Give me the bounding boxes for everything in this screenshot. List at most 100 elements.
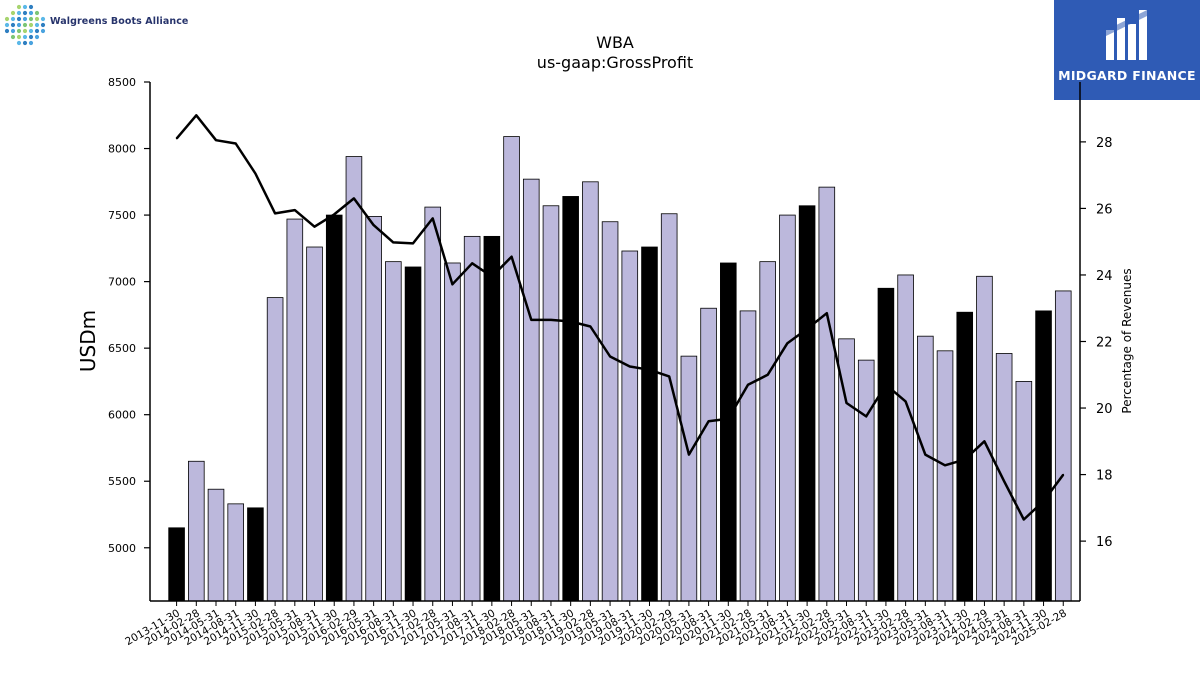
logo-dot bbox=[40, 22, 46, 28]
bar bbox=[286, 218, 304, 602]
logo-dot bbox=[22, 28, 28, 34]
bar bbox=[680, 355, 698, 602]
logo-dot bbox=[28, 22, 34, 28]
logo-dot bbox=[34, 10, 40, 16]
bar bbox=[700, 307, 717, 602]
bar bbox=[247, 507, 264, 602]
bar bbox=[818, 186, 836, 602]
logo-dot bbox=[4, 28, 10, 34]
line-point bbox=[806, 328, 808, 330]
bar bbox=[582, 181, 599, 602]
line-point bbox=[1062, 473, 1065, 476]
bar bbox=[1015, 381, 1033, 602]
logo-dot bbox=[40, 16, 46, 22]
y-tick-label: 7500 bbox=[108, 209, 136, 222]
line-point bbox=[254, 172, 257, 175]
logo-dot bbox=[22, 40, 28, 46]
bar bbox=[522, 178, 540, 602]
bar bbox=[857, 359, 875, 602]
logo-dot bbox=[28, 16, 34, 22]
bar bbox=[995, 353, 1013, 602]
logo-dot bbox=[22, 34, 28, 40]
bar bbox=[188, 460, 205, 602]
line-point bbox=[412, 242, 414, 245]
y-tick-label: 7000 bbox=[108, 276, 136, 289]
line-point bbox=[569, 320, 572, 323]
line-point bbox=[353, 197, 355, 200]
logo-dot bbox=[10, 16, 16, 22]
y2-tick-label: 26 bbox=[1096, 202, 1113, 217]
logo-dot bbox=[10, 34, 16, 40]
line-point bbox=[313, 225, 316, 228]
bar bbox=[542, 205, 560, 602]
logo-dot bbox=[28, 34, 34, 40]
line-point bbox=[944, 464, 946, 467]
logo-dot bbox=[16, 40, 22, 46]
y-tick-label: 8500 bbox=[108, 76, 136, 89]
percentage-line bbox=[175, 114, 1065, 521]
logo-dot bbox=[10, 10, 16, 16]
bar bbox=[897, 274, 914, 602]
line-point bbox=[747, 383, 749, 386]
line-point bbox=[628, 365, 631, 368]
bar bbox=[739, 310, 757, 602]
line-point bbox=[885, 383, 887, 386]
company-logo: Walgreens Boots Alliance bbox=[4, 4, 204, 46]
y2-tick-label: 20 bbox=[1096, 402, 1113, 417]
line-point bbox=[195, 114, 198, 117]
logo-dot bbox=[40, 28, 46, 34]
company-logo-icon bbox=[4, 4, 46, 46]
line-point bbox=[688, 453, 690, 456]
logo-dot bbox=[28, 4, 34, 10]
bar bbox=[266, 297, 284, 602]
logo-dot bbox=[16, 22, 22, 28]
y-axis-label: USDm bbox=[76, 310, 100, 372]
bar bbox=[759, 261, 776, 602]
logo-dot bbox=[22, 10, 28, 16]
publisher-logo-icon bbox=[1106, 10, 1147, 60]
logo-dot bbox=[22, 4, 28, 10]
y-tick-label: 6000 bbox=[108, 409, 136, 422]
line-point bbox=[648, 368, 651, 371]
y2-tick-label: 18 bbox=[1096, 469, 1113, 484]
bar bbox=[325, 214, 343, 602]
y2-tick-label: 28 bbox=[1096, 136, 1113, 151]
publisher-name: MIDGARD FINANCE bbox=[1058, 68, 1196, 83]
bar bbox=[503, 136, 520, 602]
line-point bbox=[215, 139, 217, 142]
logo-dot bbox=[28, 10, 34, 16]
logo-dot bbox=[34, 22, 40, 28]
bar bbox=[877, 287, 895, 602]
line-point bbox=[175, 137, 178, 140]
line-point bbox=[234, 142, 237, 145]
y2-tick-label: 24 bbox=[1096, 269, 1113, 284]
bar bbox=[956, 311, 974, 602]
bar bbox=[365, 216, 382, 602]
y-tick-label: 8000 bbox=[108, 143, 136, 156]
bar bbox=[798, 205, 816, 602]
bar bbox=[1054, 290, 1072, 602]
line-point bbox=[983, 440, 986, 443]
y2-axis-label: Percentage of Revenues bbox=[1120, 268, 1134, 413]
publisher-badge: MIDGARD FINANCE bbox=[1054, 0, 1200, 100]
line-point bbox=[431, 217, 434, 220]
y-tick-label: 5000 bbox=[108, 542, 136, 555]
logo-dot bbox=[16, 10, 22, 16]
line-point bbox=[609, 355, 611, 358]
logo-dot bbox=[10, 28, 16, 34]
logo-dot bbox=[22, 22, 28, 28]
bar bbox=[1035, 310, 1052, 602]
bar bbox=[562, 196, 579, 602]
bar bbox=[444, 262, 461, 602]
bar bbox=[168, 527, 185, 602]
bar bbox=[779, 214, 796, 602]
bar bbox=[483, 235, 501, 602]
line-point bbox=[845, 402, 848, 404]
line-point bbox=[294, 209, 296, 211]
logo-dot bbox=[16, 16, 22, 22]
logo-dot bbox=[4, 16, 10, 22]
bar bbox=[227, 503, 244, 602]
line-point bbox=[589, 325, 592, 328]
line-point bbox=[668, 375, 670, 378]
logo-dot bbox=[10, 22, 16, 28]
